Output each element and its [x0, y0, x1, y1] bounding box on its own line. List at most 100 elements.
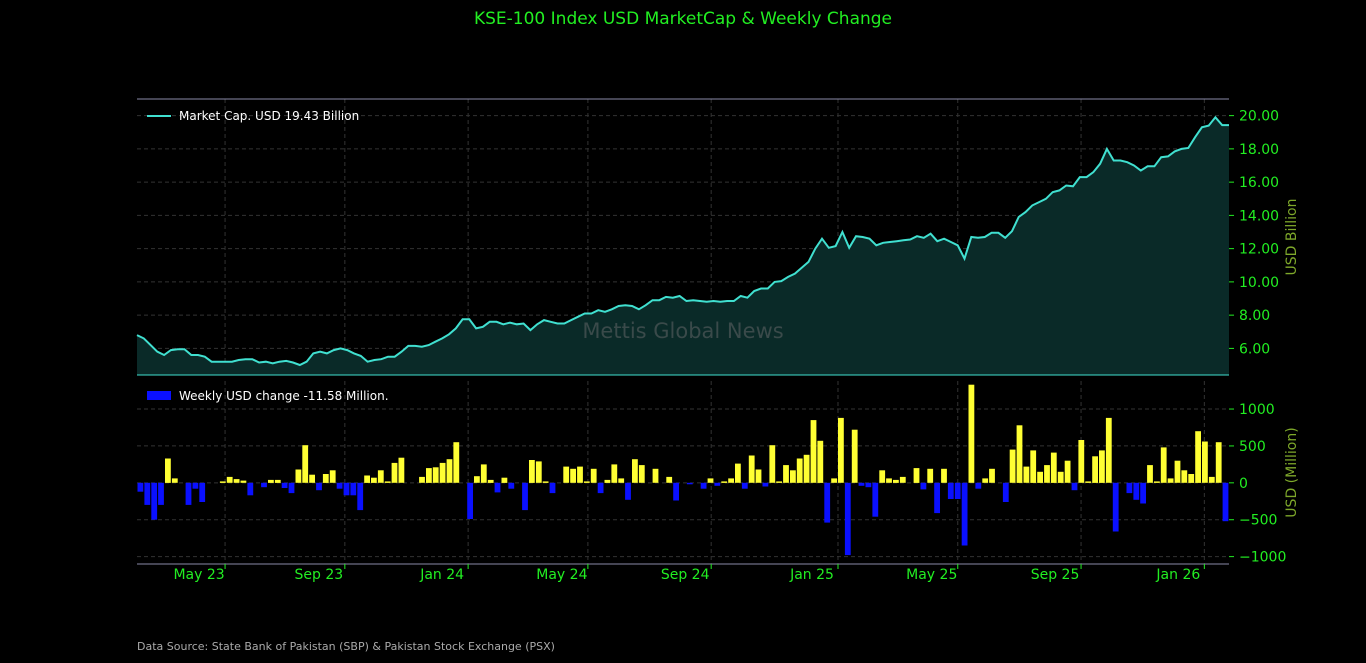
- weekly-change-bar: [1195, 431, 1201, 483]
- weekly-change-bar: [776, 481, 782, 483]
- weekly-change-bar: [899, 476, 906, 483]
- weekly-change-bar: [508, 482, 515, 489]
- weekly-change-bar: [247, 482, 254, 496]
- weekly-change-bar: [426, 468, 432, 483]
- weekly-change-bar: [1167, 478, 1174, 483]
- weekly-change-bar: [625, 482, 631, 500]
- legend-bar-swatch: [147, 391, 171, 400]
- lower-tick-label: 0: [1239, 476, 1248, 492]
- weekly-change-bar: [494, 482, 501, 493]
- legend-market-cap: Market Cap. USD 19.43 Billion: [179, 109, 359, 123]
- weekly-change-bar: [1099, 450, 1105, 483]
- weekly-change-bar: [989, 468, 995, 483]
- weekly-change-bar: [371, 477, 377, 483]
- weekly-change-bar: [941, 468, 947, 483]
- weekly-change-bar: [618, 478, 625, 483]
- weekly-change-bar: [638, 465, 645, 483]
- weekly-change-bar: [577, 466, 583, 483]
- weekly-change-bar: [817, 440, 824, 483]
- weekly-change-bar: [1202, 441, 1208, 483]
- weekly-change-bar: [1078, 440, 1085, 483]
- upper-tick-label: 6.00: [1239, 341, 1270, 357]
- weekly-change-bar: [151, 482, 158, 520]
- weekly-change-bar: [570, 468, 576, 483]
- weekly-change-bar: [439, 462, 446, 483]
- lower-tick-label: −500: [1239, 513, 1277, 529]
- weekly-change-bar: [391, 462, 398, 483]
- weekly-change-bar: [590, 468, 597, 483]
- weekly-change-bar: [233, 479, 240, 483]
- weekly-change-bar: [652, 468, 659, 483]
- weekly-change-bar: [302, 445, 309, 483]
- weekly-change-bar: [838, 417, 844, 483]
- weekly-change-bar: [377, 470, 384, 483]
- upper-tick-label: 10.00: [1239, 275, 1279, 291]
- weekly-change-bar: [1133, 482, 1140, 500]
- weekly-change-bar: [288, 482, 295, 494]
- weekly-change-bar: [879, 470, 886, 483]
- weekly-change-bar: [865, 482, 872, 488]
- weekly-change-bar: [1222, 482, 1229, 522]
- weekly-change-bar: [432, 467, 439, 483]
- weekly-change-bar: [1016, 425, 1023, 483]
- weekly-change-bar: [268, 479, 274, 483]
- weekly-change-bar: [707, 478, 714, 483]
- weekly-change-bar: [1044, 465, 1050, 483]
- weekly-change-bar: [735, 463, 741, 483]
- market-cap-line: [136, 115, 1229, 367]
- weekly-change-bar: [872, 482, 879, 517]
- weekly-change-bar: [686, 482, 693, 485]
- weekly-change-bar: [199, 482, 206, 502]
- weekly-change-bar: [632, 459, 638, 483]
- weekly-change-bar: [741, 482, 748, 489]
- weekly-change-bar: [1105, 417, 1112, 483]
- x-tick-label: Jan 24: [419, 567, 464, 583]
- weekly-change-bar: [893, 479, 899, 483]
- chart-title: KSE-100 Index USD MarketCap & Weekly Cha…: [473, 9, 893, 29]
- weekly-change-bar: [350, 482, 357, 496]
- weekly-change-bar: [934, 482, 940, 514]
- x-tick-label: Jan 26: [1155, 567, 1200, 583]
- legend-weekly-change: Weekly USD change -11.58 Million.: [179, 389, 389, 403]
- weekly-change-bar: [1009, 449, 1016, 483]
- weekly-change-bar: [309, 474, 315, 483]
- footer-source: Data Source: State Bank of Pakistan (SBP…: [137, 640, 555, 653]
- upper-y-axis-label: USD Billion: [1284, 199, 1300, 276]
- lower-tick-label: 1000: [1239, 402, 1275, 418]
- weekly-change-bar: [748, 455, 755, 483]
- weekly-change-bar: [1208, 476, 1215, 483]
- weekly-change-bar: [474, 476, 480, 483]
- weekly-change-bar: [1181, 470, 1188, 483]
- weekly-change-bar: [1215, 442, 1222, 483]
- weekly-change-bar: [1126, 482, 1133, 494]
- weekly-change-bar: [192, 482, 199, 489]
- upper-tick-label: 18.00: [1239, 142, 1279, 158]
- weekly-change-bar: [1064, 460, 1071, 483]
- weekly-change-bar: [947, 482, 954, 499]
- weekly-change-bar: [1188, 474, 1195, 483]
- weekly-change-bar: [226, 476, 233, 483]
- weekly-change-bar: [171, 478, 178, 483]
- weekly-change-bar: [673, 482, 679, 501]
- weekly-change-bar: [158, 482, 164, 505]
- upper-tick-label: 16.00: [1239, 175, 1279, 191]
- weekly-change-bar: [535, 461, 542, 483]
- weekly-change-bar: [920, 482, 927, 490]
- weekly-change-bar: [975, 482, 982, 489]
- weekly-change-bar: [501, 477, 508, 483]
- weekly-change-bar: [666, 476, 673, 483]
- weekly-change-bar: [913, 468, 920, 483]
- weekly-change-bar: [762, 482, 769, 487]
- weekly-change-bar: [185, 482, 192, 505]
- weekly-change-bar: [1160, 447, 1167, 483]
- weekly-change-bar: [927, 468, 934, 483]
- weekly-change-bar: [316, 482, 322, 491]
- weekly-change-bar: [165, 458, 171, 483]
- x-tick-label: Jan 25: [789, 567, 834, 583]
- weekly-change-bar: [728, 478, 734, 483]
- weekly-change-bar: [886, 478, 892, 483]
- x-tick-label: Sep 24: [661, 567, 710, 583]
- weekly-change-bar: [1050, 452, 1057, 483]
- lower-tick-label: −1000: [1239, 550, 1286, 566]
